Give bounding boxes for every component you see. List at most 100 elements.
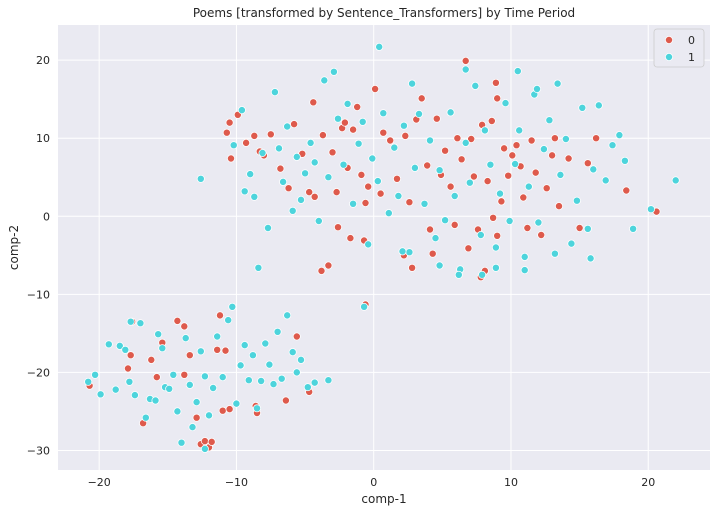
scatter-point-series-0 bbox=[309, 98, 318, 107]
scatter-point-series-0 bbox=[242, 138, 251, 147]
scatter-point-series-0 bbox=[332, 188, 341, 197]
scatter-point-series-1 bbox=[301, 169, 310, 178]
y-tick-label: −20 bbox=[27, 366, 50, 379]
scatter-point-series-0 bbox=[493, 231, 502, 240]
scatter-point-series-1 bbox=[246, 170, 255, 179]
scatter-point-series-1 bbox=[297, 355, 305, 364]
scatter-point-series-1 bbox=[533, 85, 541, 93]
scatter-point-series-1 bbox=[240, 341, 249, 350]
scatter-point-series-1 bbox=[165, 384, 174, 393]
scatter-point-series-0 bbox=[180, 322, 189, 331]
scatter-point-series-0 bbox=[379, 128, 388, 137]
scatter-point-series-1 bbox=[250, 192, 259, 201]
scatter-point-series-0 bbox=[527, 136, 536, 145]
scatter-point-series-1 bbox=[84, 377, 93, 386]
scatter-point-series-1 bbox=[435, 261, 444, 270]
scatter-point-series-0 bbox=[152, 373, 161, 382]
scatter-point-series-0 bbox=[428, 249, 437, 258]
scatter-point-series-1 bbox=[244, 376, 253, 385]
scatter-point-series-1 bbox=[534, 218, 543, 227]
scatter-point-series-0 bbox=[216, 311, 224, 320]
scatter-point-series-0 bbox=[371, 85, 380, 93]
scatter-point-series-0 bbox=[353, 103, 362, 111]
scatter-point-series-1 bbox=[572, 196, 581, 205]
scatter-point-series-1 bbox=[111, 385, 120, 394]
scatter-point-series-0 bbox=[225, 118, 234, 127]
x-axis-label: comp-1 bbox=[361, 492, 406, 506]
scatter-point-series-1 bbox=[465, 178, 474, 187]
scatter-point-series-0 bbox=[147, 355, 156, 364]
scatter-point-series-1 bbox=[188, 423, 197, 432]
scatter-point-series-0 bbox=[305, 188, 314, 197]
scatter-point-series-1 bbox=[177, 438, 186, 447]
scatter-point-series-1 bbox=[405, 248, 414, 257]
scatter-point-series-0 bbox=[310, 192, 319, 201]
scatter-point-series-0 bbox=[464, 244, 473, 253]
scatter-point-series-0 bbox=[222, 128, 231, 137]
scatter-point-series-1 bbox=[240, 187, 249, 196]
scatter-point-series-1 bbox=[273, 327, 282, 336]
scatter-point-series-1 bbox=[629, 224, 638, 233]
scatter-point-series-0 bbox=[401, 131, 410, 140]
scatter-point-series-1 bbox=[375, 42, 384, 51]
scatter-point-series-0 bbox=[491, 78, 500, 87]
scatter-point-series-0 bbox=[408, 263, 417, 272]
scatter-point-series-1 bbox=[358, 117, 367, 126]
scatter-point-series-0 bbox=[180, 370, 189, 379]
scatter-point-series-1 bbox=[426, 136, 434, 145]
scatter-point-series-1 bbox=[478, 270, 487, 279]
scatter-point-series-1 bbox=[524, 182, 533, 191]
scatter-point-series-0 bbox=[227, 154, 235, 163]
scatter-point-series-0 bbox=[200, 437, 209, 446]
scatter-point-series-0 bbox=[542, 184, 551, 193]
scatter-point-series-1 bbox=[461, 138, 470, 147]
scatter-point-series-0 bbox=[126, 351, 135, 360]
scatter-point-series-1 bbox=[608, 141, 617, 150]
scatter-point-series-1 bbox=[158, 344, 167, 353]
x-tick-label: 10 bbox=[504, 476, 518, 489]
scatter-point-series-1 bbox=[561, 135, 570, 143]
scatter-point-series-0 bbox=[461, 56, 470, 65]
scatter-point-series-1 bbox=[213, 332, 222, 341]
scatter-point-series-1 bbox=[601, 176, 610, 185]
scatter-point-series-1 bbox=[125, 377, 134, 386]
scatter-point-series-1 bbox=[261, 339, 270, 348]
scatter-point-series-1 bbox=[390, 143, 399, 152]
scatter-point-series-1 bbox=[415, 110, 423, 118]
scatter-point-series-1 bbox=[384, 209, 393, 218]
scatter-point-series-1 bbox=[237, 106, 246, 115]
scatter-point-series-0 bbox=[346, 234, 355, 243]
scatter-point-series-0 bbox=[564, 154, 573, 163]
scatter-point-series-0 bbox=[213, 345, 222, 354]
scatter-point-series-1 bbox=[435, 166, 444, 175]
scatter-point-series-1 bbox=[520, 266, 529, 275]
scatter-point-series-0 bbox=[446, 182, 455, 191]
scatter-point-series-1 bbox=[264, 224, 272, 232]
scatter-point-series-0 bbox=[512, 141, 521, 150]
scatter-point-series-0 bbox=[318, 131, 327, 140]
scatter-point-series-1 bbox=[185, 380, 194, 389]
scatter-point-series-1 bbox=[228, 302, 237, 311]
scatter-point-series-0 bbox=[317, 266, 326, 275]
scatter-point-series-1 bbox=[115, 341, 124, 350]
grid-lines bbox=[58, 25, 710, 470]
legend-marker-1 bbox=[665, 53, 673, 61]
scatter-point-series-0 bbox=[432, 114, 441, 123]
legend: 0 1 bbox=[653, 28, 705, 68]
scatter-point-series-0 bbox=[376, 189, 385, 198]
scatter-point-series-1 bbox=[277, 374, 286, 383]
scatter-point-series-1 bbox=[200, 372, 209, 381]
scatter-point-series-0 bbox=[555, 202, 563, 211]
scatter-point-series-1 bbox=[209, 384, 218, 392]
scatter-point-series-1 bbox=[151, 396, 160, 405]
scatter-point-series-0 bbox=[592, 134, 601, 143]
scatter-point-series-1 bbox=[461, 65, 470, 74]
scatter-point-series-1 bbox=[360, 302, 369, 311]
scatter-point-series-1 bbox=[620, 156, 629, 165]
scatter-point-series-1 bbox=[288, 206, 297, 215]
scatter-point-series-1 bbox=[349, 199, 358, 208]
scatter-point-series-1 bbox=[515, 126, 524, 135]
scatter-point-series-1 bbox=[130, 391, 139, 400]
scatter-point-series-1 bbox=[511, 160, 520, 168]
scatter-point-series-1 bbox=[420, 199, 429, 208]
